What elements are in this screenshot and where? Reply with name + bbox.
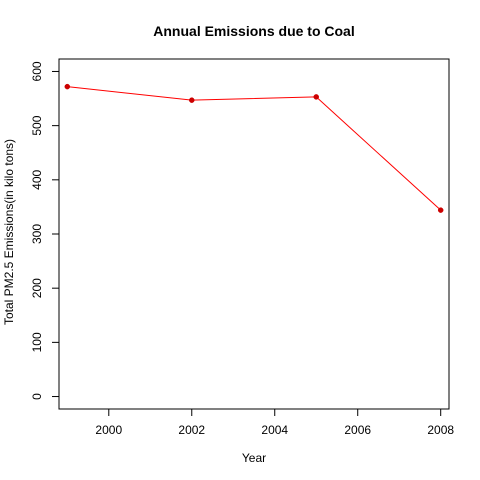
y-axis-label: Total PM2.5 Emissions(in kilo tons) [2,139,16,325]
y-tick-label: 400 [30,169,44,189]
x-tick-label: 2002 [178,423,205,437]
chart-title: Annual Emissions due to Coal [153,23,354,39]
x-tick-label: 2004 [261,423,288,437]
data-point [437,207,444,213]
x-axis: 2000 2002 2004 2006 2008 [95,408,454,437]
data-point [64,83,71,90]
x-axis-label: Year [242,451,266,465]
series-layer [64,83,444,213]
data-point [189,97,195,103]
series-line [67,86,442,211]
data-point [313,94,319,100]
y-tick-label: 0 [30,393,44,400]
x-tick-label: 2006 [344,423,371,437]
y-tick-label: 200 [30,278,44,298]
x-tick-label: 2008 [427,423,454,437]
y-tick-label: 100 [30,332,44,352]
y-axis: 0 100 200 300 400 500 600 [30,61,60,400]
x-tick-label: 2000 [95,423,122,437]
y-tick-label: 600 [30,61,44,81]
y-tick-label: 300 [30,224,44,244]
y-tick-label: 500 [30,115,44,135]
